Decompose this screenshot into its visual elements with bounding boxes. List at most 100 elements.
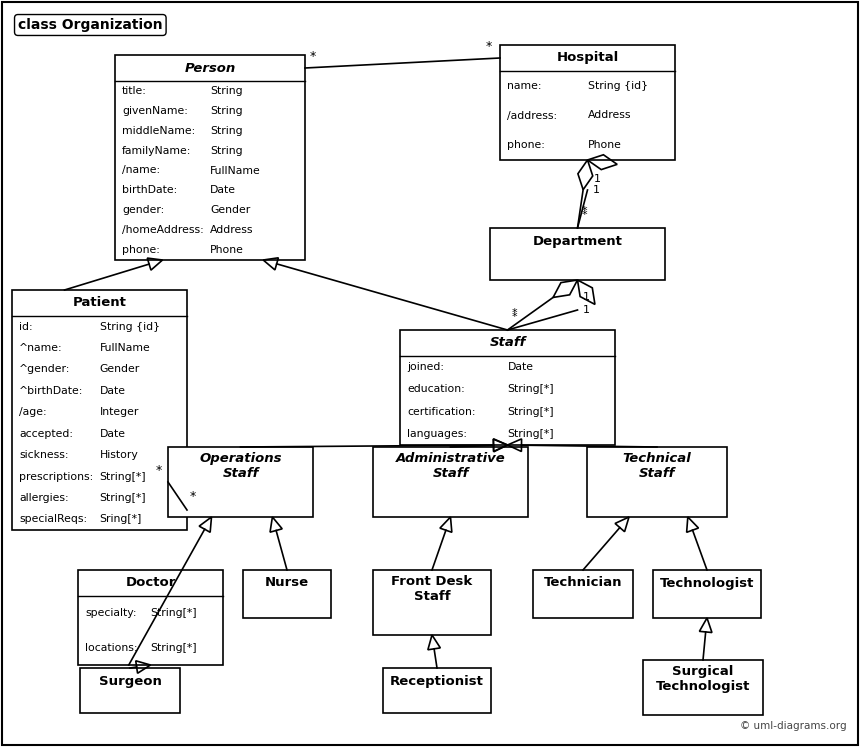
Text: String {id}: String {id} bbox=[100, 322, 159, 332]
Text: Technologist: Technologist bbox=[660, 577, 754, 589]
Text: String: String bbox=[210, 86, 243, 96]
Text: FullName: FullName bbox=[210, 166, 261, 176]
Text: History: History bbox=[100, 450, 138, 460]
Text: familyName:: familyName: bbox=[122, 146, 192, 155]
Text: String: String bbox=[210, 106, 243, 116]
Text: languages:: languages: bbox=[407, 429, 467, 439]
Text: Sring[*]: Sring[*] bbox=[100, 514, 142, 524]
Text: String[*]: String[*] bbox=[150, 608, 197, 619]
Bar bbox=[383, 668, 491, 713]
Text: /homeAddress:: /homeAddress: bbox=[122, 225, 204, 235]
Text: givenName:: givenName: bbox=[122, 106, 187, 116]
Text: 1: 1 bbox=[593, 185, 599, 195]
Text: specialty:: specialty: bbox=[85, 608, 137, 619]
Text: /address:: /address: bbox=[507, 111, 557, 120]
Text: Date: Date bbox=[100, 386, 126, 396]
Bar bbox=[243, 570, 331, 618]
Text: education:: education: bbox=[407, 385, 464, 394]
Text: String[*]: String[*] bbox=[100, 493, 146, 503]
Text: String[*]: String[*] bbox=[150, 642, 197, 653]
Text: *: * bbox=[581, 206, 587, 216]
Text: Date: Date bbox=[210, 185, 236, 196]
Text: Technician: Technician bbox=[544, 577, 623, 589]
Text: *: * bbox=[310, 50, 316, 63]
Text: *: * bbox=[486, 40, 492, 53]
Text: String[*]: String[*] bbox=[507, 429, 554, 439]
Text: Address: Address bbox=[210, 225, 254, 235]
Text: *: * bbox=[156, 464, 163, 477]
Bar bbox=[80, 668, 180, 713]
Text: String: String bbox=[210, 146, 243, 155]
Text: Doctor: Doctor bbox=[126, 577, 175, 589]
Text: sickness:: sickness: bbox=[19, 450, 69, 460]
Text: *: * bbox=[512, 312, 517, 322]
Text: ^gender:: ^gender: bbox=[19, 365, 71, 374]
Text: ^birthDate:: ^birthDate: bbox=[19, 386, 83, 396]
Bar bbox=[78, 570, 223, 665]
Text: Gender: Gender bbox=[100, 365, 139, 374]
Text: ^name:: ^name: bbox=[19, 343, 63, 353]
Bar bbox=[400, 330, 615, 445]
Text: Operations
Staff: Operations Staff bbox=[200, 452, 282, 480]
Text: allergies:: allergies: bbox=[19, 493, 69, 503]
Text: Receptionist: Receptionist bbox=[390, 675, 484, 687]
Text: 1: 1 bbox=[593, 174, 600, 184]
Text: /name:: /name: bbox=[122, 166, 160, 176]
Text: Surgical
Technologist: Surgical Technologist bbox=[656, 665, 750, 693]
Text: Phone: Phone bbox=[587, 140, 622, 150]
Text: name:: name: bbox=[507, 81, 542, 91]
Text: Surgeon: Surgeon bbox=[99, 675, 162, 687]
Text: prescriptions:: prescriptions: bbox=[19, 471, 93, 482]
Text: Administrative
Staff: Administrative Staff bbox=[396, 452, 506, 480]
Text: FullName: FullName bbox=[100, 343, 150, 353]
Text: String {id}: String {id} bbox=[587, 81, 648, 91]
Bar bbox=[12, 290, 187, 530]
Text: middleName:: middleName: bbox=[122, 125, 195, 136]
Text: title:: title: bbox=[122, 86, 147, 96]
Text: /age:: /age: bbox=[19, 407, 46, 418]
Bar bbox=[168, 447, 313, 517]
Text: *: * bbox=[512, 308, 517, 318]
Text: 1: 1 bbox=[582, 305, 589, 315]
Text: Phone: Phone bbox=[210, 245, 244, 255]
Text: Address: Address bbox=[587, 111, 631, 120]
Text: specialReqs:: specialReqs: bbox=[19, 514, 87, 524]
Text: String[*]: String[*] bbox=[507, 385, 554, 394]
Text: Integer: Integer bbox=[100, 407, 138, 418]
Bar bbox=[373, 447, 528, 517]
Text: gender:: gender: bbox=[122, 205, 164, 215]
Text: phone:: phone: bbox=[122, 245, 160, 255]
Text: Date: Date bbox=[507, 362, 533, 372]
Text: Hospital: Hospital bbox=[556, 52, 618, 64]
Text: Person: Person bbox=[184, 61, 236, 75]
Text: Gender: Gender bbox=[210, 205, 250, 215]
Text: Staff: Staff bbox=[489, 336, 525, 350]
Bar bbox=[373, 570, 491, 635]
Bar bbox=[490, 228, 665, 280]
Bar bbox=[643, 660, 763, 715]
Bar bbox=[533, 570, 633, 618]
Text: Technical
Staff: Technical Staff bbox=[623, 452, 691, 480]
Text: Patient: Patient bbox=[72, 297, 126, 309]
Text: Nurse: Nurse bbox=[265, 577, 309, 589]
Text: phone:: phone: bbox=[507, 140, 545, 150]
Bar bbox=[115, 55, 305, 260]
Text: String[*]: String[*] bbox=[507, 406, 554, 417]
Text: String[*]: String[*] bbox=[100, 471, 146, 482]
Text: certification:: certification: bbox=[407, 406, 476, 417]
Bar bbox=[587, 447, 727, 517]
Text: *: * bbox=[581, 210, 587, 220]
Text: © uml-diagrams.org: © uml-diagrams.org bbox=[740, 721, 846, 731]
Text: id:: id: bbox=[19, 322, 33, 332]
Bar bbox=[653, 570, 761, 618]
Text: joined:: joined: bbox=[407, 362, 444, 372]
Text: class Organization: class Organization bbox=[18, 18, 163, 32]
Text: 1: 1 bbox=[582, 292, 589, 302]
Text: *: * bbox=[190, 490, 196, 503]
Text: locations:: locations: bbox=[85, 642, 138, 653]
Text: Date: Date bbox=[100, 429, 126, 438]
Text: accepted:: accepted: bbox=[19, 429, 73, 438]
Text: Front Desk
Staff: Front Desk Staff bbox=[391, 575, 473, 603]
Bar bbox=[500, 45, 675, 160]
Text: birthDate:: birthDate: bbox=[122, 185, 177, 196]
